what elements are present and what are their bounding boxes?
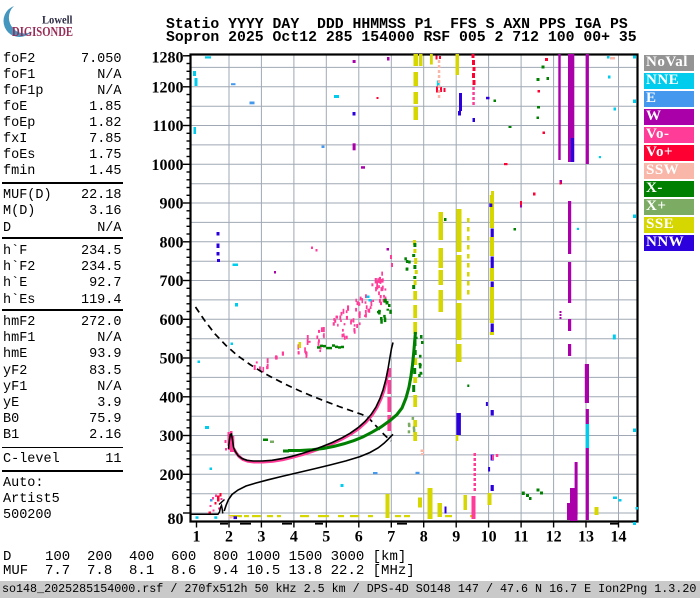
svg-text:1000: 1000 <box>152 157 184 174</box>
svg-text:11: 11 <box>514 529 529 546</box>
svg-text:80: 80 <box>168 511 184 528</box>
svg-text:14: 14 <box>611 529 627 546</box>
svg-text:10: 10 <box>481 529 497 546</box>
svg-text:9: 9 <box>452 529 460 546</box>
svg-text:1280: 1280 <box>152 50 184 67</box>
svg-text:12: 12 <box>546 529 562 546</box>
svg-text:200: 200 <box>160 467 184 484</box>
svg-text:Lowell: Lowell <box>42 13 73 27</box>
svg-text:2: 2 <box>225 529 233 546</box>
svg-text:5: 5 <box>322 529 330 546</box>
svg-text:7: 7 <box>387 529 395 546</box>
svg-text:1200: 1200 <box>152 79 184 96</box>
svg-text:500: 500 <box>160 351 184 368</box>
svg-text:8: 8 <box>420 529 428 546</box>
svg-text:300: 300 <box>160 428 184 445</box>
svg-text:6: 6 <box>355 529 363 546</box>
svg-text:800: 800 <box>160 234 184 251</box>
svg-text:1: 1 <box>193 529 201 546</box>
svg-text:DIGISONDE: DIGISONDE <box>12 24 73 39</box>
svg-text:13: 13 <box>578 529 594 546</box>
svg-text:900: 900 <box>160 196 184 213</box>
svg-text:700: 700 <box>160 273 184 290</box>
svg-text:3: 3 <box>257 529 265 546</box>
svg-text:4: 4 <box>290 529 298 546</box>
svg-text:400: 400 <box>160 389 184 406</box>
svg-text:1100: 1100 <box>152 118 183 135</box>
svg-text:600: 600 <box>160 312 184 329</box>
